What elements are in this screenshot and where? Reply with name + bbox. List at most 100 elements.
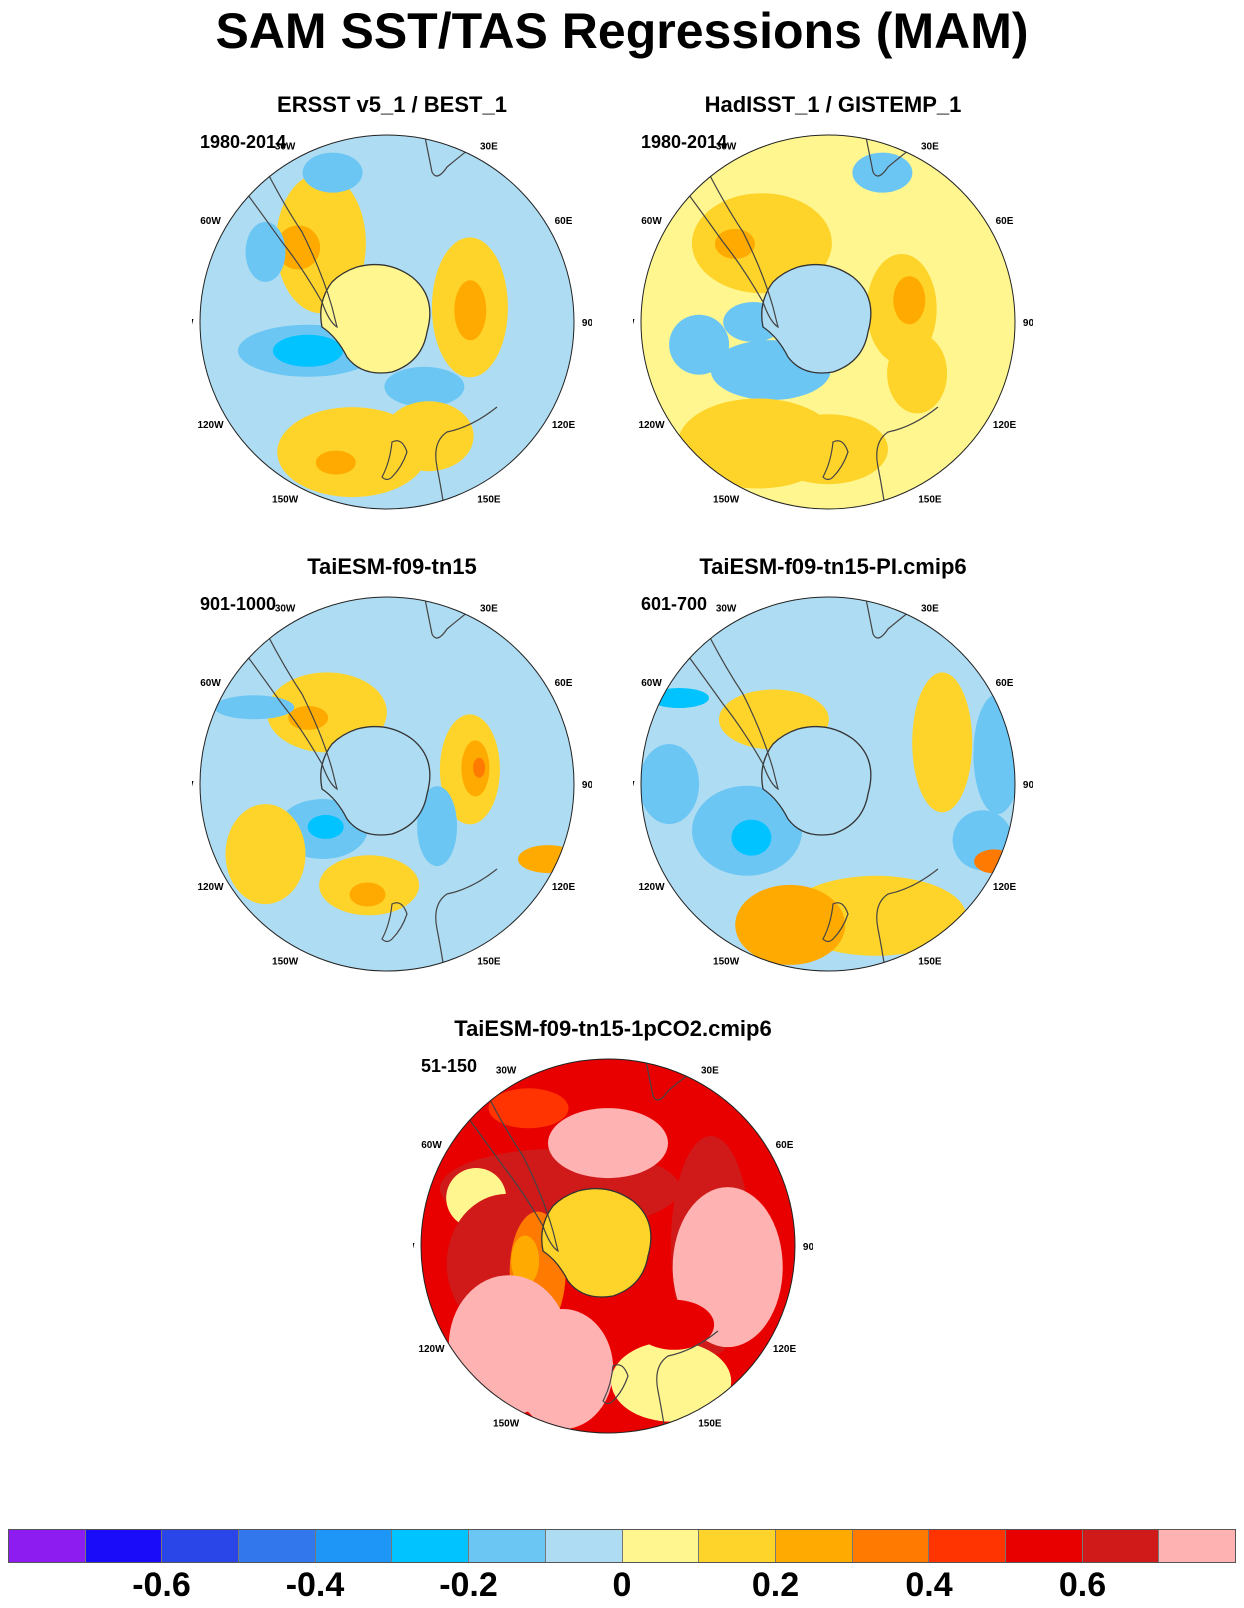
- colorbar-box: [1159, 1530, 1235, 1562]
- longitude-label: 120E: [552, 420, 576, 431]
- antarctica: [761, 725, 872, 836]
- anomaly-region: [288, 705, 329, 730]
- anomaly-region: [669, 314, 730, 375]
- longitude-label: 120E: [993, 420, 1017, 431]
- longitude-label: 0: [384, 584, 390, 587]
- longitude-label: 0: [825, 584, 831, 587]
- anomaly-region: [912, 672, 973, 813]
- longitude-label: 90W: [192, 318, 194, 329]
- colorbar-box: [1005, 1530, 1083, 1562]
- anomaly-region: [307, 814, 344, 839]
- anomaly-region: [272, 334, 343, 367]
- australia-coast: [656, 1330, 719, 1433]
- anomaly-region: [768, 414, 888, 485]
- panel-title: TaiESM-f09-tn15-PI.cmip6: [699, 554, 967, 579]
- polar-map: 030E60E90E120E150E180150W120W90W60W30W: [192, 122, 592, 522]
- longitude-label: 90E: [582, 318, 592, 329]
- longitude-label: 60E: [996, 216, 1014, 227]
- anomaly-region: [518, 845, 574, 874]
- longitude-label: 150W: [272, 495, 299, 506]
- longitude-label: 90W: [192, 780, 194, 791]
- longitude-label: 120W: [638, 420, 665, 431]
- map-field: [421, 1059, 795, 1433]
- colorbar-box: [929, 1530, 1006, 1562]
- colorbar-label: 0.6: [1058, 1566, 1107, 1604]
- map-field: [641, 597, 1015, 971]
- panel-period: 1980-2014: [200, 132, 287, 152]
- longitude-label: 60W: [200, 216, 221, 227]
- panel-period: 51-150: [421, 1056, 478, 1076]
- longitude-label: 90E: [1023, 780, 1033, 791]
- longitude-label: 30E: [921, 604, 939, 615]
- polar-map: 030E60E90E120E150E180150W120W90W60W30W: [633, 122, 1033, 522]
- colorbar-box: [469, 1530, 546, 1562]
- longitude-label: 150W: [272, 957, 299, 968]
- polar-map: 030E60E90E120E150E180150W120W90W60W30W: [633, 584, 1033, 984]
- longitude-label: 120E: [552, 882, 576, 893]
- australia-coast: [435, 406, 498, 509]
- map-field: [641, 135, 1015, 509]
- anomaly-region: [731, 819, 772, 856]
- colorbar-box: [622, 1530, 700, 1562]
- south-america-coast: [682, 160, 779, 329]
- longitude-label: 90E: [1023, 318, 1033, 329]
- polar-map: 030E60E90E120E150E180150W120W90W60W30W: [192, 584, 592, 984]
- panel-title: TaiESM-f09-tn15-1pCO2.cmip6: [454, 1016, 772, 1041]
- south-america-coast: [241, 160, 338, 329]
- longitude-label: 150E: [698, 1419, 722, 1430]
- longitude-label: 30E: [480, 142, 498, 153]
- map-panel-1: ERSST v5_1 / BEST_1 1980-2014 0 30E 60E 90E…: [192, 92, 592, 522]
- polar-map: 030E60E90E120E150E180150W120W90W60W30W: [413, 1046, 813, 1446]
- map-border: [420, 1058, 796, 1434]
- anomaly-region: [315, 450, 356, 475]
- colorbar-label: 0.2: [751, 1566, 800, 1604]
- antarctica: [761, 263, 872, 374]
- longitude-label: 90W: [633, 780, 635, 791]
- map-field: [200, 135, 574, 509]
- colorbar-box: [1082, 1530, 1160, 1562]
- anomaly-region: [887, 333, 948, 414]
- colorbar-box: [775, 1530, 853, 1562]
- colorbar-box: [699, 1530, 776, 1562]
- figure-title: SAM SST/TAS Regressions (MAM): [215, 3, 1029, 59]
- map-border: [640, 134, 1016, 510]
- anomaly-region: [473, 757, 486, 778]
- australia-coast: [435, 868, 498, 971]
- longitude-label: 120W: [197, 420, 224, 431]
- longitude-label: 60W: [641, 216, 662, 227]
- longitude-label: 60W: [200, 678, 221, 689]
- longitude-label: 90E: [803, 1242, 813, 1253]
- longitude-label: 120W: [197, 882, 224, 893]
- antarctica: [320, 263, 431, 374]
- anomaly-region: [302, 152, 363, 193]
- south-america-coast: [682, 622, 779, 791]
- colorbar-label: -0.2: [439, 1566, 498, 1604]
- panel-title: TaiESM-f09-tn15: [307, 554, 477, 579]
- longitude-label: 60E: [555, 678, 573, 689]
- colorbar-box: [9, 1530, 86, 1562]
- colorbar-label: 0.4: [905, 1566, 953, 1604]
- south-america-coast: [241, 622, 338, 791]
- australia-coast: [876, 868, 939, 971]
- panel-period: 1980-2014: [641, 132, 728, 152]
- map-border: [199, 134, 575, 510]
- colorbar-box: [392, 1530, 470, 1562]
- longitude-label: 150W: [493, 1419, 520, 1430]
- map-field: [200, 597, 574, 971]
- anomaly-region: [245, 221, 286, 282]
- longitude-label: 30W: [716, 142, 737, 153]
- colorbar-box: [315, 1530, 393, 1562]
- colorbar: [8, 1529, 1236, 1563]
- map-border: [640, 596, 1016, 972]
- longitude-label: 60W: [421, 1140, 442, 1151]
- new-zealand-coast: [822, 440, 849, 481]
- longitude-label: 120E: [993, 882, 1017, 893]
- anomaly-region: [641, 744, 700, 824]
- anomaly-region: [276, 225, 321, 270]
- colorbar-box: [85, 1530, 163, 1562]
- anomaly-region: [548, 1108, 668, 1179]
- longitude-label: 150E: [918, 495, 942, 506]
- anomaly-region: [349, 882, 386, 907]
- longitude-label: 60E: [996, 678, 1014, 689]
- panel-period: 601-700: [641, 594, 708, 614]
